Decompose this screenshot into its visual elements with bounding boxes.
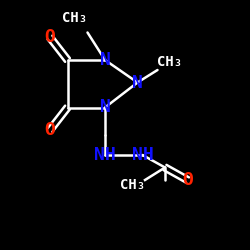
Text: N: N	[132, 74, 143, 92]
Text: N: N	[100, 51, 110, 69]
Text: O: O	[182, 171, 193, 189]
Text: NH: NH	[132, 146, 154, 164]
Text: N: N	[100, 98, 110, 116]
Text: NH: NH	[94, 146, 116, 164]
Text: O: O	[44, 121, 56, 139]
Text: CH₃: CH₃	[120, 178, 145, 192]
Text: O: O	[44, 28, 56, 46]
Text: CH₃: CH₃	[62, 10, 88, 24]
Text: CH₃: CH₃	[158, 56, 182, 70]
